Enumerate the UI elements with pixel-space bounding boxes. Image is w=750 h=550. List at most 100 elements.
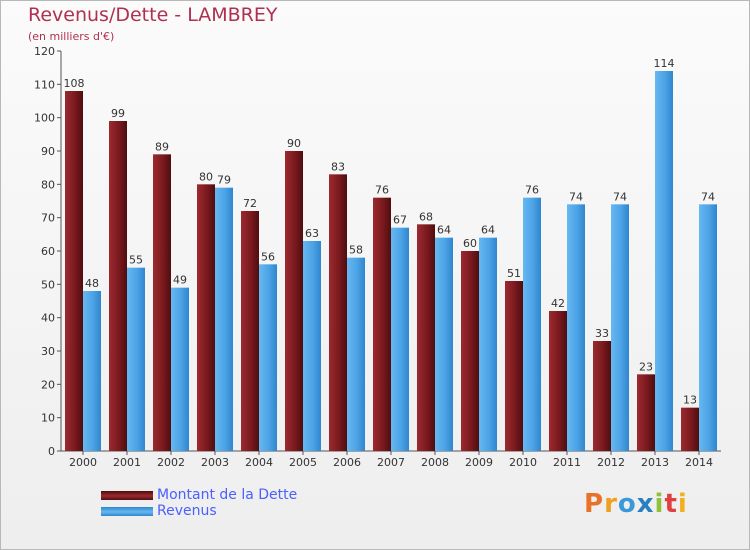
bar-dette [681,407,699,451]
data-label: 13 [683,394,697,407]
bar-dette [549,311,567,451]
bar-revenus [259,264,277,451]
chart-unit-subtitle: (en milliers d'€) [28,30,115,43]
x-tick-label: 2006 [333,456,361,469]
y-tick-label: 60 [41,245,55,258]
logo-letter: t [664,489,678,519]
data-label: 74 [613,190,627,203]
bar-dette [285,151,303,451]
data-label: 33 [595,327,609,340]
logo-letter: o [617,489,637,519]
data-label: 64 [437,224,451,237]
x-tick-label: 2008 [421,456,449,469]
bar-dette [417,224,435,451]
y-tick-label: 120 [34,45,55,58]
data-label: 99 [111,107,125,120]
bar-revenus [215,187,233,451]
data-label: 79 [217,174,231,187]
x-tick-label: 2001 [113,456,141,469]
data-label: 72 [243,197,257,210]
bar-dette [197,184,215,452]
chart-legend: Montant de la Dette Revenus [101,487,297,519]
bar-revenus [303,241,321,451]
y-tick-label: 80 [41,178,55,191]
x-tick-label: 2007 [377,456,405,469]
y-tick-label: 70 [41,212,55,225]
data-label: 114 [654,57,675,70]
bar-dette [241,211,259,451]
logo-letter: x [636,489,655,519]
bar-revenus [171,287,189,451]
bar-revenus [567,204,585,451]
y-tick-label: 90 [41,145,55,158]
bar-revenus [523,197,541,451]
data-label: 48 [85,277,99,290]
logo-letter: i [654,489,665,519]
bar-revenus [479,237,497,451]
bar-revenus [655,71,673,451]
data-label: 51 [507,267,521,280]
data-label: 74 [701,190,715,203]
bar-revenus [611,204,629,451]
x-tick-label: 2009 [465,456,493,469]
x-tick-label: 2014 [685,456,713,469]
data-label: 49 [173,274,187,287]
data-label: 56 [261,250,275,263]
bar-dette [109,121,127,451]
y-tick-label: 30 [41,345,55,358]
y-tick-label: 40 [41,312,55,325]
x-tick-label: 2011 [553,456,581,469]
legend-swatch-debt [101,490,153,500]
data-label: 64 [481,224,495,237]
logo-letter: P [584,489,605,519]
bar-revenus [83,291,101,451]
x-tick-label: 2002 [157,456,185,469]
bar-dette [461,251,479,451]
y-tick-label: 10 [41,412,55,425]
bar-dette [637,374,655,451]
data-label: 108 [64,77,85,90]
x-tick-label: 2003 [201,456,229,469]
data-label: 89 [155,140,169,153]
x-tick-label: 2013 [641,456,669,469]
legend-label-revenue: Revenus [157,503,217,519]
x-tick-label: 2012 [597,456,625,469]
x-tick-label: 2010 [509,456,537,469]
bar-dette [505,281,523,451]
bar-revenus [347,257,365,451]
data-label: 63 [305,227,319,240]
data-label: 55 [129,254,143,267]
logo-letter: r [604,489,618,519]
bar-revenus [127,267,145,451]
y-tick-label: 100 [34,112,55,125]
data-label: 83 [331,160,345,173]
y-tick-label: 0 [48,445,55,458]
x-tick-label: 2004 [245,456,273,469]
data-label: 60 [463,237,477,250]
proxiti-logo: Proxiti [584,489,688,519]
data-label: 74 [569,190,583,203]
x-tick-label: 2000 [69,456,97,469]
y-tick-label: 20 [41,378,55,391]
data-label: 80 [199,170,213,183]
chart-title: Revenus/Dette - LAMBREY [28,4,278,26]
legend-item-debt: Montant de la Dette [101,487,297,503]
bar-revenus [435,237,453,451]
data-label: 90 [287,137,301,150]
bar-revenus [699,204,717,451]
bar-dette [593,341,611,451]
bar-revenus [391,227,409,451]
y-tick-label: 110 [34,78,55,91]
legend-swatch-revenue [101,506,153,516]
logo-letter: i [677,489,688,519]
data-label: 76 [375,184,389,197]
legend-item-revenue: Revenus [101,503,297,519]
bar-dette [153,154,171,452]
data-label: 23 [639,360,653,373]
data-label: 67 [393,214,407,227]
x-tick-label: 2005 [289,456,317,469]
data-label: 58 [349,244,363,257]
y-tick-label: 50 [41,278,55,291]
